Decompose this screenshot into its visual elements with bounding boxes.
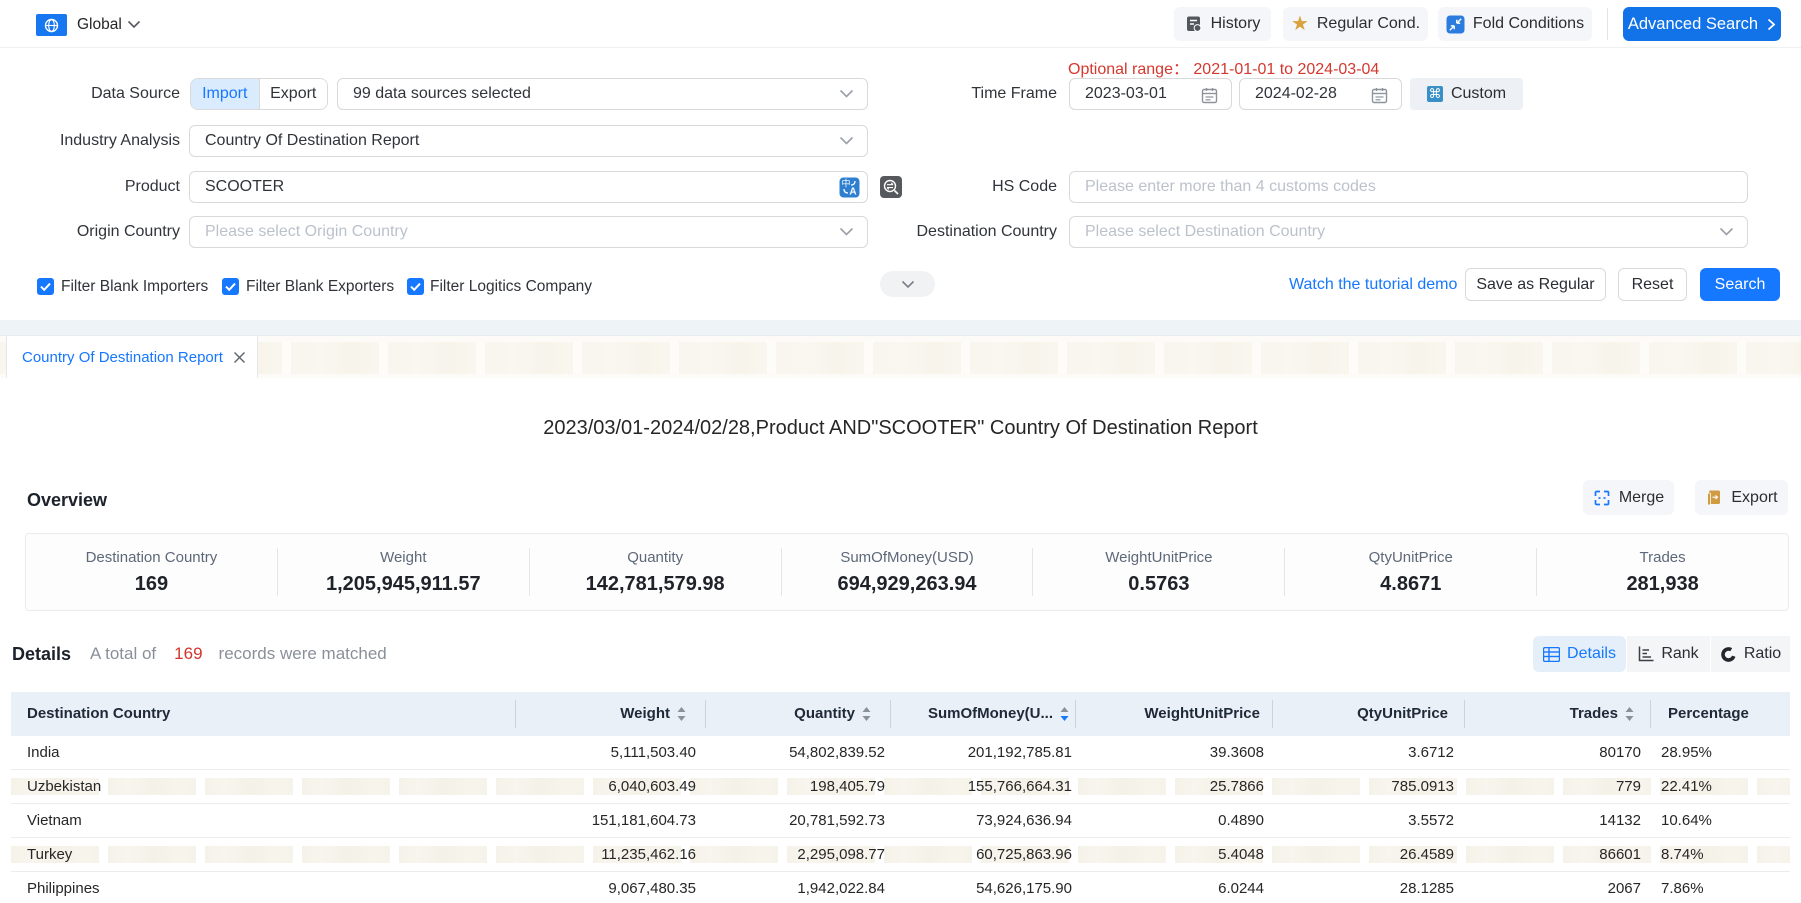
svg-text:中: 中 (841, 178, 850, 189)
svg-text:A: A (849, 187, 856, 198)
